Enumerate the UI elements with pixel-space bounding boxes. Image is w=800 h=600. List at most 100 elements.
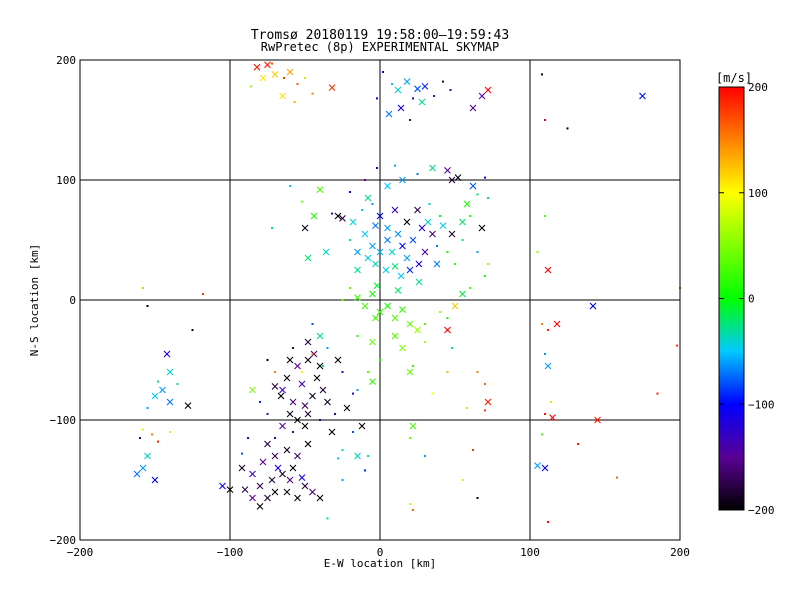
data-point-dot (202, 293, 204, 295)
data-point-dot (476, 251, 479, 253)
data-point-cross (139, 464, 147, 472)
data-point-cross (433, 260, 441, 268)
data-point-cross (384, 236, 391, 244)
data-point-dot (484, 383, 486, 385)
data-point-cross (415, 278, 423, 286)
data-point-cross (444, 167, 451, 174)
data-point-cross (594, 416, 601, 424)
data-point-dot (319, 419, 321, 421)
data-point-cross (429, 164, 436, 172)
data-point-cross (376, 308, 384, 316)
data-point-dot (439, 311, 441, 313)
x-axis-label: E-W location [km] (324, 557, 437, 570)
data-point-cross (415, 260, 423, 268)
data-point-cross (241, 486, 249, 493)
data-point-dot (382, 71, 384, 73)
data-point-dot (349, 239, 351, 241)
data-point-cross (421, 248, 429, 256)
data-point-cross (541, 464, 549, 472)
data-point-cross (294, 416, 301, 424)
data-point-dot (146, 305, 149, 307)
data-point-cross (414, 206, 421, 214)
data-point-dot (461, 479, 464, 481)
data-points (133, 61, 681, 523)
data-point-cross (364, 194, 372, 202)
data-point-cross (544, 362, 552, 370)
data-point-cross (334, 356, 342, 364)
data-point-dot (449, 89, 452, 91)
data-point-cross (399, 176, 406, 184)
y-tick-label: 200 (56, 54, 76, 67)
data-point-cross (376, 212, 384, 220)
data-point-cross (403, 254, 411, 262)
colorbar-tick-label: 200 (748, 81, 768, 94)
data-point-cross (459, 218, 466, 226)
chart-subtitle: RwPretec (8p) EXPERIMENTAL SKYMAP (261, 40, 499, 54)
data-point-cross (418, 224, 426, 232)
data-point-cross (376, 248, 384, 256)
data-point-dot (424, 323, 426, 325)
data-point-cross (397, 272, 405, 280)
data-point-cross (301, 224, 309, 232)
data-point-dot (157, 440, 159, 443)
data-point-cross (448, 176, 456, 184)
data-point-dot (451, 347, 453, 349)
y-tick-label: −100 (50, 414, 77, 427)
chart-title: Tromsø 20180119 19:58:00–19:59:43 (251, 28, 509, 43)
data-point-cross (409, 422, 417, 430)
data-point-cross (339, 215, 346, 222)
data-point-dot (472, 449, 474, 451)
data-point-dot (334, 413, 336, 415)
data-point-cross (151, 392, 159, 400)
data-point-cross (553, 320, 561, 328)
data-point-cross (454, 174, 462, 181)
data-point-cross (256, 482, 264, 490)
data-point-dot (311, 323, 314, 325)
data-point-dot (379, 359, 381, 361)
data-point-dot (296, 83, 299, 85)
data-point-dot (544, 413, 546, 415)
data-point-dot (191, 329, 194, 331)
data-point-dot (412, 365, 414, 367)
x-tick-label: 200 (670, 546, 690, 559)
data-point-cross (304, 356, 312, 364)
data-point-cross (151, 476, 159, 484)
data-point-dot (283, 77, 285, 79)
data-point-dot (484, 409, 486, 412)
data-point-dot (266, 359, 269, 361)
data-point-dot (349, 287, 351, 289)
data-point-cross (459, 290, 466, 298)
data-point-dot (250, 85, 252, 88)
data-point-cross (328, 428, 336, 436)
data-point-cross (259, 74, 267, 82)
data-point-cross (418, 98, 426, 106)
data-point-dot (566, 127, 569, 130)
data-point-dot (331, 212, 333, 215)
data-point-dot (454, 263, 456, 265)
data-point-dot (352, 431, 354, 433)
x-tick-label: 0 (377, 546, 384, 559)
data-point-dot (409, 503, 411, 505)
data-point-cross (279, 92, 286, 100)
x-tick-label: 100 (520, 546, 540, 559)
data-point-dot (409, 437, 411, 439)
colorbar-tick-label: −100 (748, 398, 775, 411)
data-point-dot (476, 193, 479, 196)
data-point-cross (271, 452, 279, 460)
data-point-cross (304, 338, 312, 346)
data-point-cross (484, 398, 492, 406)
data-point-cross (133, 470, 141, 478)
colorbar-label: [m/s] (716, 71, 752, 85)
data-point-cross (439, 222, 447, 229)
data-point-dot (442, 80, 444, 83)
data-point-cross (316, 494, 324, 502)
data-point-cross (294, 362, 301, 370)
data-point-cross (354, 266, 361, 274)
data-point-cross (478, 92, 486, 100)
data-point-cross (166, 398, 174, 406)
x-tick-label: −100 (217, 546, 244, 559)
data-point-cross (369, 290, 376, 298)
data-point-cross (163, 350, 171, 358)
data-point-cross (309, 488, 316, 496)
